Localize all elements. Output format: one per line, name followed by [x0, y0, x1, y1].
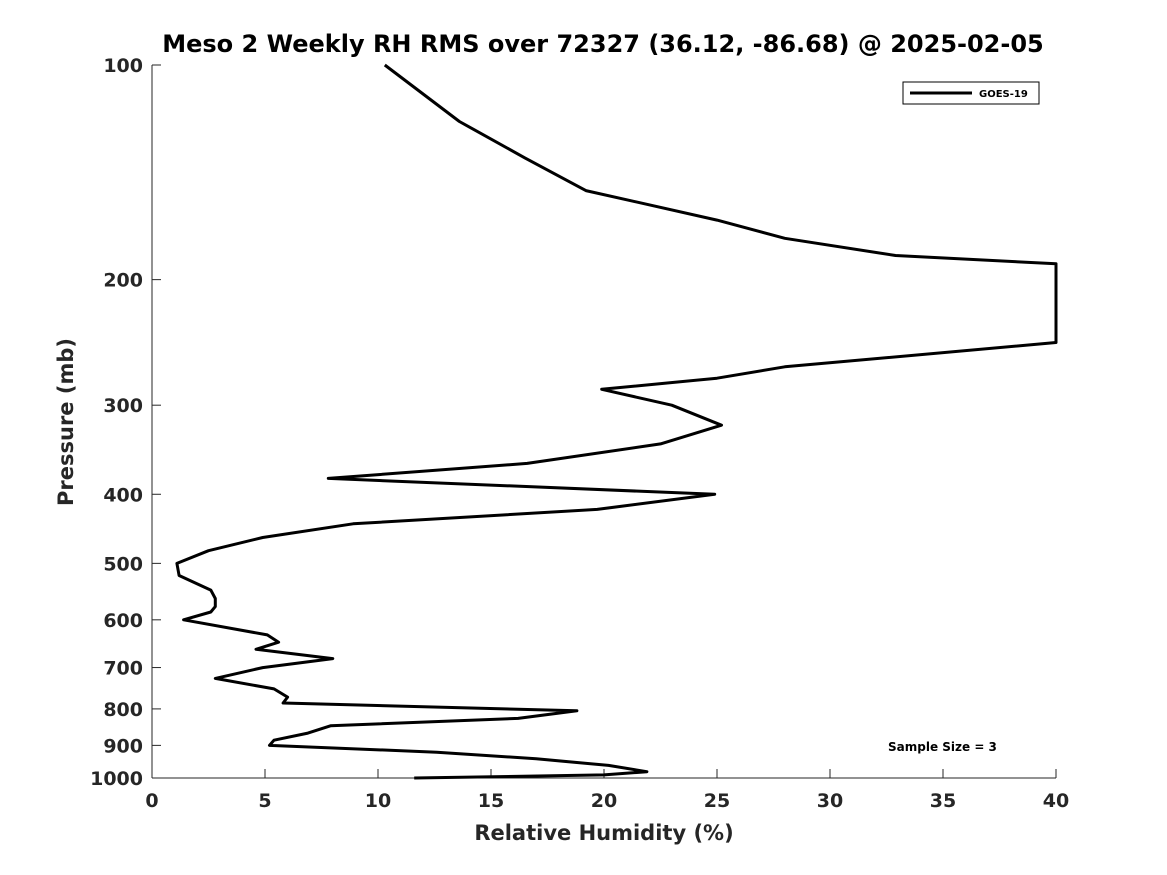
- x-tick-label: 25: [704, 790, 730, 812]
- legend: GOES-19: [902, 81, 1040, 105]
- x-tick-label: 30: [817, 790, 843, 812]
- y-tick-label: 800: [103, 699, 143, 721]
- y-tick-label: 300: [103, 395, 143, 417]
- x-axis-ticks: 0 5 10 15 20 25 30 35 40: [145, 769, 1069, 812]
- y-tick-label: 900: [103, 735, 143, 757]
- y-tick-label: 600: [103, 610, 143, 632]
- y-tick-label: 200: [103, 270, 143, 292]
- x-tick-label: 35: [930, 790, 956, 812]
- chart-title: Meso 2 Weekly RH RMS over 72327 (36.12, …: [162, 30, 1044, 58]
- y-tick-label: 100: [103, 55, 143, 77]
- sample-size-annotation: Sample Size = 3: [888, 740, 997, 754]
- y-tick-label: 700: [103, 658, 143, 680]
- x-tick-label: 15: [478, 790, 504, 812]
- y-axis-label: Pressure (mb): [54, 338, 78, 506]
- x-axis-label: Relative Humidity (%): [474, 821, 733, 845]
- series-layer: [175, 63, 1058, 780]
- y-tick-label: 1000: [90, 768, 143, 790]
- y-tick-label: 500: [103, 553, 143, 575]
- legend-label-goes-19: GOES-19: [979, 89, 1028, 100]
- y-axis-ticks: 100 200 300 400 500 600 700 800 900 1000: [90, 55, 161, 790]
- plot-axes: [151, 65, 1056, 779]
- x-tick-label: 20: [591, 790, 617, 812]
- x-tick-label: 40: [1043, 790, 1069, 812]
- y-tick-label: 400: [103, 484, 143, 506]
- x-tick-label: 0: [145, 790, 158, 812]
- x-tick-label: 10: [365, 790, 391, 812]
- series-line-goes-19: [175, 63, 1058, 780]
- x-tick-label: 5: [258, 790, 271, 812]
